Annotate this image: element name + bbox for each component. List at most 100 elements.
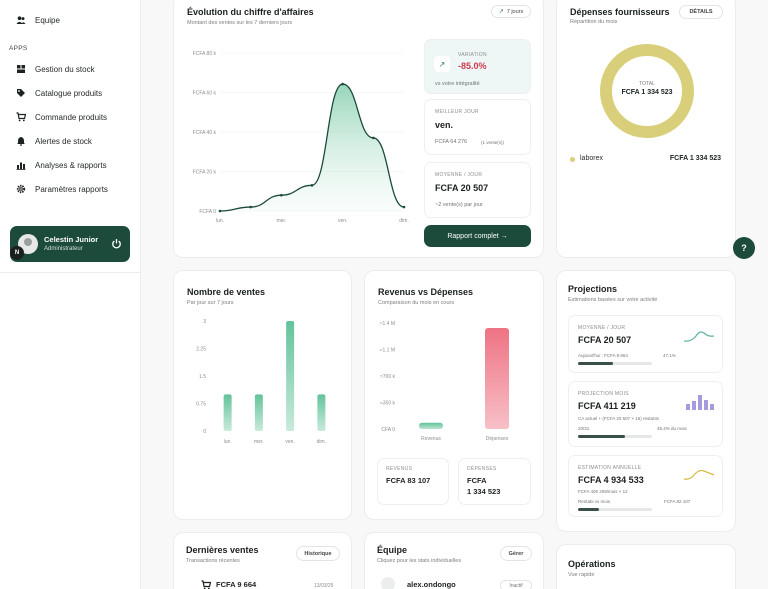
- sidebar-item-label: Gestion du stock: [35, 64, 95, 74]
- recent-sales-card: Dernières ventes Transactions récentes H…: [173, 532, 352, 589]
- revenue-point: [372, 136, 375, 140]
- projections-subtitle: Estimations basées sur votre activité: [568, 297, 658, 303]
- sales-bar: [317, 394, 326, 431]
- revenue-point: [402, 205, 406, 209]
- bar-chart-icon: [16, 162, 26, 170]
- power-icon[interactable]: [111, 238, 122, 249]
- revenue-point: [310, 184, 314, 187]
- average-box: MOYENNE / JOUR FCFA 20 507 ~2 vente(s) p…: [424, 162, 531, 218]
- x-tick-label: Revenus: [421, 436, 441, 442]
- projection-month-note: CA actuel + (FCFA 20 507 × 16) restants: [578, 416, 660, 421]
- sidebar-divider: [0, 272, 140, 273]
- projection-year-label: ESTIMATION ANNUELLE: [578, 465, 642, 471]
- sidebar-item-label: Alertes de stock: [35, 136, 92, 146]
- sales-bar: [254, 394, 263, 431]
- y-tick-label: FCFA 60 k: [193, 91, 217, 97]
- rev-exp-title: Revenus vs Dépenses: [378, 287, 474, 297]
- operations-title: Opérations: [568, 559, 616, 569]
- apps-section-label: APPS: [9, 45, 28, 52]
- member-status-badge: Inactif: [500, 580, 532, 589]
- x-tick-label: ven.: [285, 439, 294, 445]
- operations-card: Opérations Vue rapide: [556, 544, 736, 589]
- n-badge: N: [10, 246, 24, 260]
- cart-icon: [16, 112, 26, 122]
- recent-sales-subtitle: Transactions récentes: [186, 558, 240, 564]
- sidebar-item-team[interactable]: Equipe: [16, 13, 60, 27]
- team-member-name[interactable]: alex.ondongo: [407, 580, 456, 589]
- expense-total-box: DÉPENSES FCFA 1 334 523: [458, 458, 531, 505]
- y-tick-label: ≈1.4 M: [380, 321, 395, 327]
- revenue-total-label: REVENUS: [386, 466, 413, 472]
- sidebar-item-stock[interactable]: Gestion du stock: [16, 62, 95, 76]
- projection-year-progress: [578, 508, 652, 511]
- recent-sales-title: Dernières ventes: [186, 545, 259, 555]
- team-card: Équipe Cliquez pour les stats individuel…: [364, 532, 544, 589]
- sidebar-item-analytics[interactable]: Analyses & rapports: [16, 158, 107, 172]
- projection-year-value: FCFA 4 934 533: [578, 475, 644, 485]
- y-tick-label: ≈350 k: [380, 401, 395, 407]
- avatar: [381, 577, 395, 589]
- x-tick-label: ven.: [338, 218, 347, 224]
- trend-icon: ↗: [498, 9, 504, 15]
- variation-value: -85.0%: [458, 61, 487, 71]
- full-report-button[interactable]: Rapport complet →: [424, 225, 531, 247]
- donut-ring: [600, 44, 694, 138]
- best-day-label: MEILLEUR JOUR: [435, 109, 479, 115]
- users-icon: [16, 16, 26, 24]
- manage-team-button[interactable]: Gérer: [500, 546, 532, 561]
- y-tick-label: 3: [203, 319, 206, 325]
- revenue-point: [341, 82, 344, 86]
- history-button[interactable]: Historique: [296, 546, 340, 561]
- y-tick-label: 1.5: [199, 374, 206, 380]
- boxes-icon: [17, 65, 25, 73]
- projection-month-progress: [578, 435, 652, 438]
- expense-total-currency: FCFA: [467, 476, 487, 485]
- sales-count-subtitle: Par jour sur 7 jours: [187, 300, 234, 306]
- sales-bar: [223, 394, 232, 431]
- user-card[interactable]: Celestin Junior Administrateur: [10, 226, 130, 262]
- legend-value: FCFA 1 334 523: [669, 155, 721, 162]
- revenue-title: Évolution du chiffre d'affaires: [187, 7, 314, 17]
- best-day-count: (1 vente(s)): [481, 140, 505, 145]
- team-subtitle: Cliquez pour les stats individuelles: [377, 558, 462, 564]
- average-value: FCFA 20 507: [435, 183, 489, 193]
- details-button[interactable]: DÉTAILS: [679, 5, 723, 19]
- sidebar-item-catalog[interactable]: Catalogue produits: [16, 86, 102, 100]
- revenue-area: [220, 84, 404, 211]
- supplier-donut: [600, 44, 694, 138]
- suppliers-subtitle: Répartition du mois: [570, 19, 618, 25]
- x-tick-label: mer.: [254, 439, 264, 445]
- projections-title: Projections: [568, 284, 618, 294]
- sidebar-item-report-settings[interactable]: Paramètres rapports: [16, 182, 108, 196]
- revenue-subtitle: Montant des ventes sur les 7 derniers jo…: [187, 20, 293, 26]
- projection-daily-value: FCFA 20 507: [578, 335, 632, 345]
- x-tick-label: mer.: [276, 218, 286, 224]
- y-tick-label: ≈700 k: [380, 374, 395, 380]
- x-tick-label: lun.: [224, 439, 232, 445]
- revenue-card: Évolution du chiffre d'affaires Montant …: [173, 0, 544, 258]
- y-tick-label: FCFA 20 k: [193, 170, 217, 176]
- sidebar-item-alerts[interactable]: Alertes de stock: [16, 134, 92, 148]
- y-tick-label: 0: [203, 429, 206, 435]
- projection-daily-progress: [578, 362, 652, 365]
- sidebar-item-label: Analyses & rapports: [35, 160, 107, 170]
- variation-box: ↗ VARIATION -85.0% vs votre intégralité: [424, 39, 531, 94]
- help-button[interactable]: ?: [733, 237, 755, 259]
- projection-daily-label: MOYENNE / JOUR: [578, 325, 626, 331]
- cart-icon: [201, 580, 211, 589]
- y-tick-label: 2.25: [196, 347, 206, 353]
- range-pill[interactable]: ↗ 7 jours: [491, 5, 531, 18]
- sidebar-item-orders[interactable]: Commande produits: [16, 110, 107, 124]
- sidebar-item-label: Catalogue produits: [35, 88, 103, 98]
- sales-count-title: Nombre de ventes: [187, 287, 266, 297]
- sale-amount: FCFA 9 664: [216, 580, 257, 589]
- projection-year: ESTIMATION ANNUELLE FCFA 4 934 533 FCFA …: [568, 455, 723, 517]
- user-name: Celestin Junior: [44, 235, 99, 244]
- variation-label: VARIATION: [458, 52, 487, 58]
- variation-note: vs votre intégralité: [435, 81, 480, 87]
- revenue-total-box: REVENUS FCFA 83 107: [377, 458, 449, 505]
- projection-month-pct: 48.4% du mois: [657, 426, 687, 431]
- user-role: Administrateur: [44, 246, 83, 252]
- legend-name: laborex: [580, 155, 603, 162]
